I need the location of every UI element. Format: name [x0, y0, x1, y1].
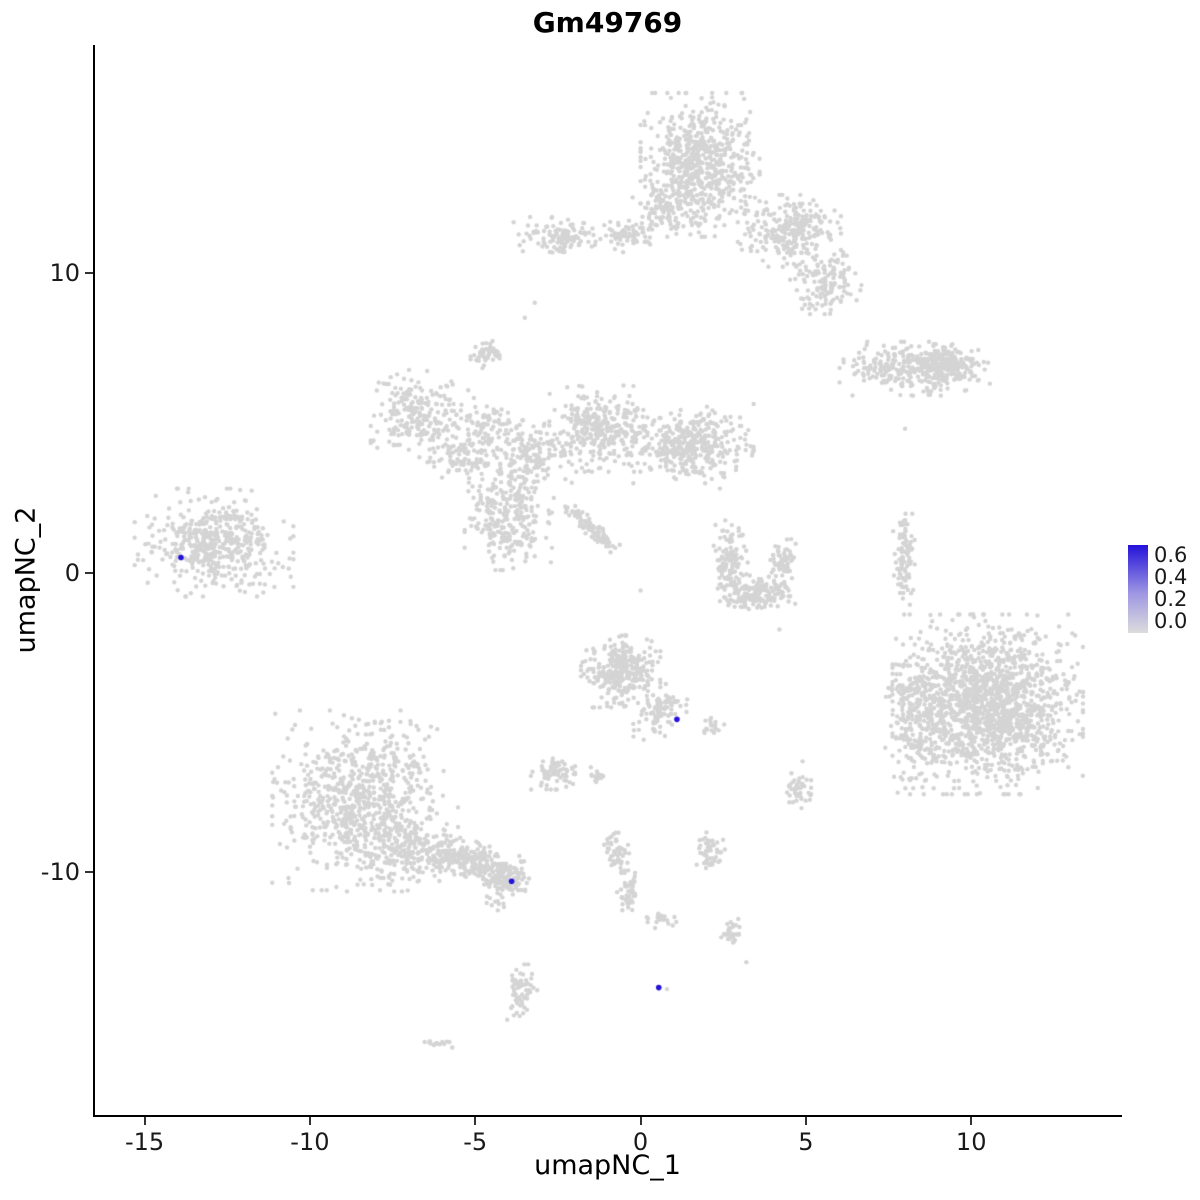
x-tick-label: -10 — [290, 1128, 330, 1156]
x-tick-label: -5 — [463, 1128, 488, 1156]
y-tick-mark — [85, 571, 93, 574]
x-tick-label: 5 — [798, 1128, 814, 1156]
y-tick-label: 0 — [64, 558, 80, 587]
legend-tick-label: 0.4 — [1154, 564, 1188, 589]
legend-tick-label: 0.6 — [1154, 542, 1188, 567]
x-tick-label: -15 — [124, 1128, 165, 1156]
x-axis-label: umapNC_1 — [534, 1150, 681, 1181]
plot-title: Gm49769 — [532, 6, 683, 39]
legend-tick-label: 0.2 — [1154, 586, 1188, 611]
x-tick-mark — [143, 1117, 146, 1125]
y-tick-label: 10 — [49, 258, 80, 287]
y-tick-mark — [85, 271, 93, 274]
y-axis-line — [93, 45, 95, 1117]
x-tick-mark — [970, 1117, 973, 1125]
x-tick-mark — [639, 1117, 642, 1125]
x-axis-line — [93, 1115, 1122, 1117]
y-tick-label: -10 — [40, 858, 80, 887]
x-tick-mark — [474, 1117, 477, 1125]
legend-gradient-bar — [1128, 545, 1148, 633]
y-tick-mark — [85, 871, 93, 874]
x-tick-mark — [804, 1117, 807, 1125]
x-tick-mark — [308, 1117, 311, 1125]
x-tick-label: 10 — [955, 1128, 987, 1156]
x-tick-label: 0 — [632, 1128, 649, 1156]
legend-tick-label: 0.0 — [1154, 609, 1188, 633]
